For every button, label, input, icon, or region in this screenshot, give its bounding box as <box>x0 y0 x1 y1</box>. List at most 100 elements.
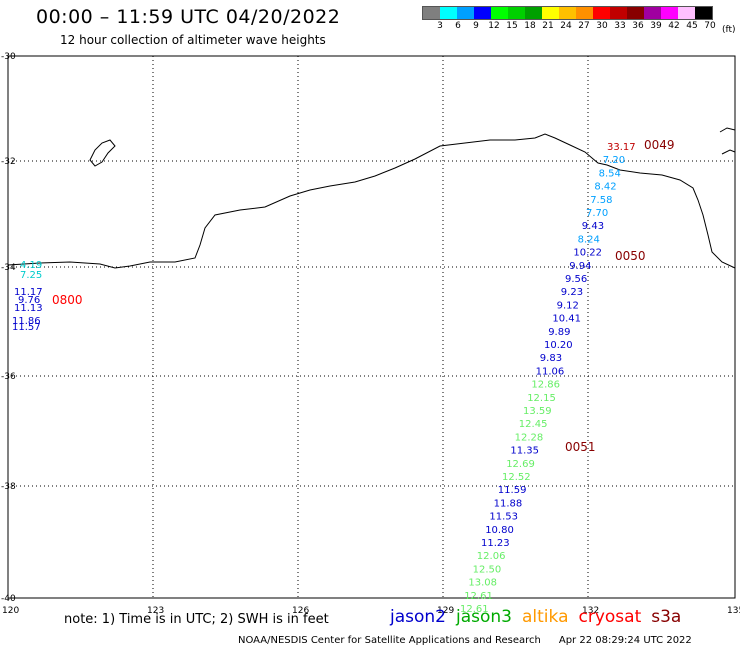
swh-value: 10.22 <box>573 248 602 259</box>
color-scale-tick: 12 <box>488 21 500 31</box>
map-subtitle: 12 hour collection of altimeter wave hei… <box>60 33 326 47</box>
satellite-legend-cryosat: cryosat <box>578 607 642 627</box>
satellite-legend-altika: altika <box>522 607 569 627</box>
swh-value: 12.61 <box>464 591 493 602</box>
map-gridlines <box>8 56 735 598</box>
color-swatch <box>661 7 678 19</box>
credit-text: NOAA/NESDIS Center for Satellite Applica… <box>238 635 541 646</box>
longitude-label: 135 <box>727 606 740 616</box>
swh-value: 12.86 <box>531 380 560 391</box>
latitude-label: -38 <box>1 482 16 492</box>
credit-line: NOAA/NESDIS Center for Satellite Applica… <box>238 635 692 646</box>
swh-value: 13.08 <box>468 578 497 589</box>
pass-time-label: 0050 <box>615 249 646 263</box>
color-scale-swatches <box>422 6 713 20</box>
swh-value: 7.58 <box>590 195 612 206</box>
satellite-legend-jason2: jason2 <box>390 607 446 627</box>
longitude-label: 132 <box>582 606 599 616</box>
latitude-labels: -30 -32 -34 -36 -38 -40 <box>1 52 16 604</box>
swh-value: 11.57 <box>12 322 41 333</box>
swh-value: 33.17 <box>607 142 636 153</box>
swh-value: 11.86 <box>12 316 41 327</box>
color-swatch <box>678 7 695 19</box>
swh-value: 9.83 <box>540 353 562 364</box>
generation-timestamp: Apr 22 08:29:24 UTC 2022 <box>558 635 692 646</box>
color-scale-tick: 70 <box>704 21 716 31</box>
swh-value: 11.59 <box>498 485 527 496</box>
color-swatch <box>644 7 661 19</box>
pass-time-label: 0049 <box>644 138 675 152</box>
pass-time-labels: 0049 0050 0051 0800 <box>52 138 675 454</box>
longitude-label: 126 <box>292 606 309 616</box>
swh-value: 12.50 <box>473 564 502 575</box>
color-swatch <box>627 7 644 19</box>
color-scale-legend: 3 6 9 12 15 18 21 24 27 30 33 36 39 42 45 70 (ft) <box>422 6 736 35</box>
longitude-label: 129 <box>437 606 454 616</box>
color-scale-tick: 45 <box>686 21 698 31</box>
color-swatch <box>525 7 542 19</box>
swh-value: 11.06 <box>536 366 565 377</box>
swh-value: 7.70 <box>586 208 608 219</box>
swh-value: 12.15 <box>527 393 556 404</box>
color-swatch <box>542 7 559 19</box>
swh-value: 11.23 <box>481 538 510 549</box>
color-swatch <box>559 7 576 19</box>
yorke-peninsula-coast <box>721 149 736 155</box>
swh-value: 12.28 <box>515 432 544 443</box>
swh-value: 8.42 <box>594 182 616 193</box>
color-swatch <box>440 7 457 19</box>
footnote: note: 1) Time is in UTC; 2) SWH is in fe… <box>64 612 329 627</box>
longitude-labels: 120 123 126 129 132 135 <box>2 606 740 616</box>
color-swatch <box>457 7 474 19</box>
color-scale-tick: 21 <box>542 21 554 31</box>
color-swatch <box>695 7 712 19</box>
latitude-label: -34 <box>1 263 16 273</box>
color-swatch <box>610 7 627 19</box>
pass-time-label: 0051 <box>565 440 596 454</box>
swh-value: 10.41 <box>552 314 581 325</box>
swh-value: 7.20 <box>603 155 625 166</box>
latitude-label: -32 <box>1 157 16 167</box>
color-scale-ticks: 3 6 9 12 15 18 21 24 27 30 33 36 39 42 45 70 <box>422 20 716 34</box>
kangaroo-island-coast <box>89 139 116 167</box>
pass-time-label: 0800 <box>52 293 83 307</box>
color-scale-tick: 39 <box>650 21 662 31</box>
swh-value: 8.24 <box>578 234 600 245</box>
swh-value: 7.25 <box>20 270 42 281</box>
color-scale-tick: 6 <box>455 21 461 31</box>
color-scale-tick: 18 <box>524 21 536 31</box>
satellite-legend-jason3: jason3 <box>456 607 512 627</box>
color-scale-tick: 3 <box>437 21 443 31</box>
color-scale-tick: 42 <box>668 21 680 31</box>
swh-value: 12.52 <box>502 472 531 483</box>
swh-value: 12.61 <box>460 604 489 615</box>
satellite-legend: jason2 jason3 altika cryosat s3a <box>390 607 691 627</box>
swh-value: 4.19 <box>20 260 42 271</box>
swh-value: 12.45 <box>519 419 548 430</box>
longitude-label: 123 <box>147 606 164 616</box>
longitude-label: 120 <box>2 606 19 616</box>
latitude-label: -30 <box>1 52 16 62</box>
swh-value: 11.53 <box>489 512 518 523</box>
swh-tracks: 33.17 7.20 8.54 8.42 7.58 7.70 9.43 8.24 10.22 9.… <box>12 142 636 615</box>
map-title: 00:00 – 11:59 UTC 04/20/2022 <box>36 6 341 28</box>
color-scale-tick: 24 <box>560 21 572 31</box>
color-scale-tick: 27 <box>578 21 590 31</box>
swh-value: 9.56 <box>565 274 587 285</box>
swh-value: 10.80 <box>485 525 514 536</box>
map-frame <box>7 55 736 599</box>
color-scale-tick: 30 <box>596 21 608 31</box>
color-scale-tick: 15 <box>506 21 518 31</box>
australia-coastline <box>7 133 736 269</box>
swh-value: 9.43 <box>582 221 604 232</box>
color-scale-tick: 9 <box>473 21 479 31</box>
color-swatch <box>576 7 593 19</box>
color-scale-tick: 33 <box>614 21 626 31</box>
swh-value: 13.59 <box>523 406 552 417</box>
swh-value: 12.06 <box>477 551 506 562</box>
color-swatch <box>491 7 508 19</box>
eyre-peninsula-coast <box>719 127 736 133</box>
swh-value: 9.89 <box>548 327 570 338</box>
swh-value: 8.54 <box>599 168 621 179</box>
